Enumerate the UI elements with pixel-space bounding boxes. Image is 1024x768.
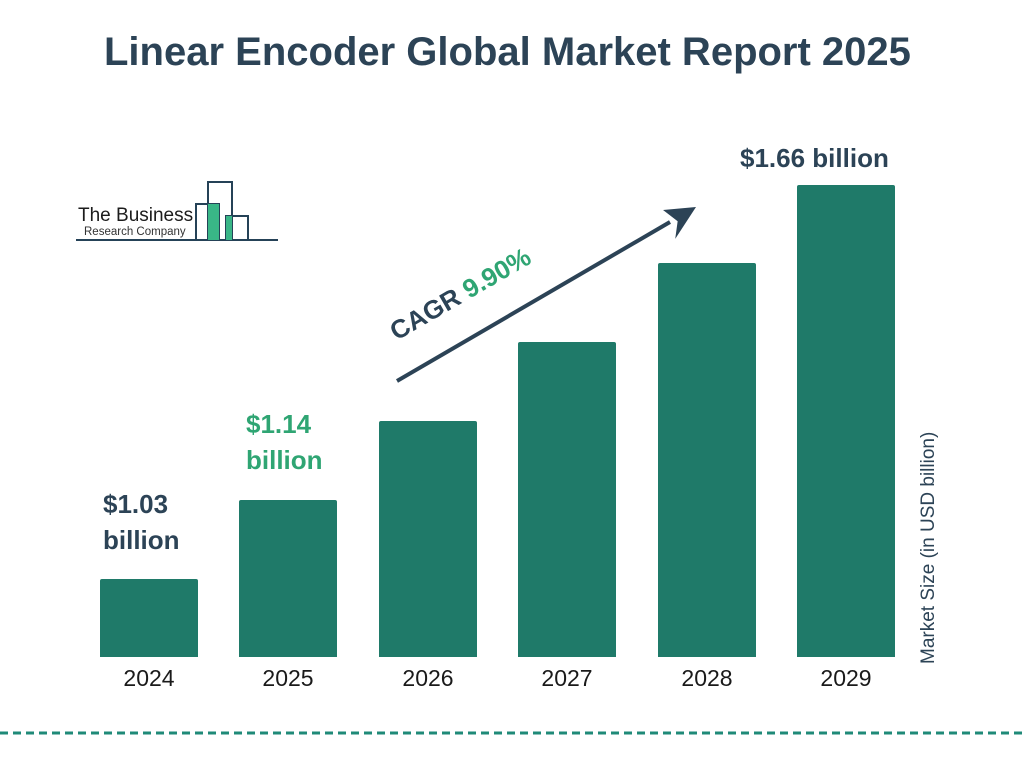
svg-text:Research Company: Research Company	[84, 226, 186, 238]
svg-text:The Business: The Business	[78, 205, 193, 226]
